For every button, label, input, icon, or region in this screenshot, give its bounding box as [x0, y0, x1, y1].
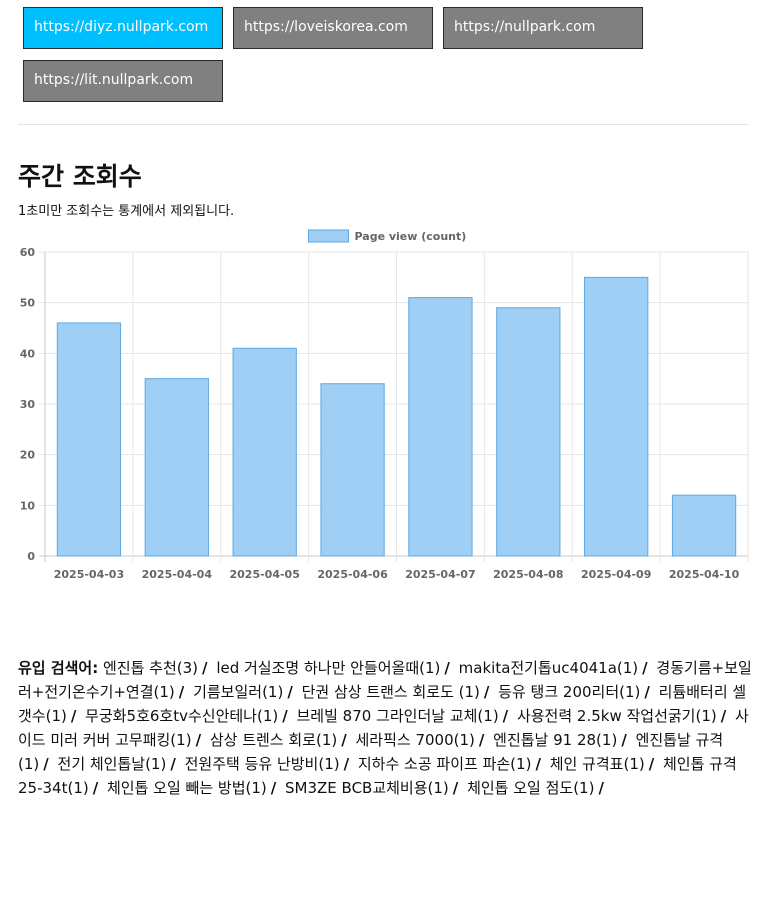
divider	[18, 124, 749, 125]
keyword-item[interactable]: 체인톱 오일 점도(1)	[467, 779, 595, 797]
bar-2025-04-04[interactable]	[144, 378, 209, 557]
keyword-item[interactable]: led 거실조명 하나만 안들어올때(1)	[216, 659, 441, 677]
keyword-item[interactable]: 브레빌 870 그라인더날 교체(1)	[296, 707, 499, 725]
keyword-item[interactable]: 무궁화5호6호tv수신안테나(1)	[85, 707, 279, 725]
legend-label[interactable]: Page view (count)	[355, 230, 467, 243]
keyword-separator: /	[648, 755, 655, 773]
keyword-separator: /	[642, 659, 648, 677]
x-tick-label: 2025-04-06	[317, 568, 388, 581]
keyword-item[interactable]: 전원주택 등유 난방비(1)	[184, 755, 340, 773]
keyword-separator: /	[92, 779, 99, 797]
y-tick-label: 30	[20, 398, 36, 411]
keyword-item[interactable]: 엔진톱날 91 28(1)	[493, 731, 618, 749]
y-tick-label: 20	[20, 449, 36, 462]
keyword-separator: /	[282, 707, 288, 725]
y-tick-label: 0	[27, 550, 35, 563]
bar-2025-04-06[interactable]	[320, 383, 385, 557]
keyword-separator: /	[621, 731, 627, 749]
keyword-separator: /	[483, 683, 490, 701]
y-tick-label: 10	[20, 499, 36, 512]
keyword-separator: /	[502, 707, 509, 725]
x-tick-label: 2025-04-10	[669, 568, 740, 581]
keyword-separator: /	[70, 707, 77, 725]
keyword-item[interactable]: 리튬배터리 셀 갯수(1)	[18, 683, 747, 725]
keyword-item[interactable]: 사용전력 2.5kw 작업선굵기(1)	[516, 707, 717, 725]
bar-2025-04-03[interactable]	[56, 322, 122, 557]
keyword-item[interactable]: 경동기름+보일러+전기온수기+연결(1)	[18, 659, 752, 701]
keyword-separator: /	[287, 683, 293, 701]
keyword-separator: /	[598, 779, 604, 797]
x-tick-label: 2025-04-07	[405, 568, 475, 581]
site-link-loveiskorea[interactable]: https://loveiskorea.com	[233, 7, 433, 49]
keyword-separator: /	[343, 755, 350, 773]
y-tick-label: 50	[20, 297, 36, 310]
inbound-keywords: 유입 검색어: 엔진톱 추천(3) / led 거실조명 하나만 안들어올때(1)…	[18, 656, 753, 800]
site-link-nullpark[interactable]: https://nullpark.com	[443, 7, 643, 49]
x-tick-label: 2025-04-09	[581, 568, 651, 581]
x-tick-label: 2025-04-08	[493, 568, 563, 581]
section-title: 주간 조회수	[18, 162, 142, 191]
keyword-item[interactable]: 전기 체인톱날(1)	[57, 755, 167, 773]
keyword-separator: /	[178, 683, 185, 701]
keyword-item[interactable]: 단권 삼상 트랜스 회로도 (1)	[301, 683, 480, 701]
keyword-item[interactable]: 체인톱 오일 빼는 방법(1)	[106, 779, 267, 797]
keyword-separator: /	[341, 731, 347, 749]
x-tick-label: 2025-04-04	[142, 568, 213, 581]
keyword-item[interactable]: 사이드 미러 커버 고무패킹(1)	[18, 707, 749, 749]
keyword-item[interactable]: 삼상 트렌스 회로(1)	[209, 731, 338, 749]
keyword-separator: /	[478, 731, 485, 749]
keyword-item[interactable]: 체인톱 규격 25-34t(1)	[18, 755, 737, 797]
keyword-item[interactable]: 세라픽스 7000(1)	[355, 731, 475, 749]
keyword-item[interactable]: 엔진톱날 규격(1)	[18, 731, 724, 773]
site-link-lit[interactable]: https://lit.nullpark.com	[23, 60, 223, 102]
keyword-separator: /	[170, 755, 176, 773]
chart-legend[interactable]: Page view (count)	[308, 229, 467, 243]
section-subtitle: 1초미만 조회수는 통계에서 제외됩니다.	[18, 204, 235, 219]
keyword-item[interactable]: 체인 규격표(1)	[549, 755, 645, 773]
keyword-item[interactable]: 엔진톱 추천(3)	[103, 659, 199, 677]
keywords-label: 유입 검색어:	[18, 659, 99, 677]
legend-swatch[interactable]	[308, 229, 349, 243]
chart-axes: 0 10 20 30 40 50 60 2025-04-03 2025-04-04 2025-04…	[20, 246, 740, 581]
keyword-separator: /	[535, 755, 541, 773]
x-tick-label: 2025-04-03	[54, 568, 124, 581]
bar-2025-04-09[interactable]	[584, 276, 649, 557]
keyword-separator: /	[444, 659, 450, 677]
x-tick-label: 2025-04-05	[230, 568, 300, 581]
keyword-separator: /	[452, 779, 459, 797]
keyword-item[interactable]: SM3ZE BCB교체비용(1)	[285, 779, 449, 797]
keyword-separator: /	[270, 779, 277, 797]
keyword-separator: /	[43, 755, 49, 773]
bar-2025-04-08[interactable]	[496, 307, 561, 557]
chart-bars	[56, 276, 737, 557]
keyword-item[interactable]: 지하수 소공 파이프 파손(1)	[357, 755, 532, 773]
keyword-item[interactable]: 등유 탱크 200리터(1)	[498, 683, 641, 701]
weekly-views-chart: 0 10 20 30 40 50 60 2025-04-03 2025-04-04 2025-04…	[20, 229, 749, 581]
keyword-separator: /	[202, 659, 208, 677]
bar-2025-04-07[interactable]	[408, 297, 473, 557]
y-tick-label: 40	[20, 347, 36, 360]
keyword-separator: /	[195, 731, 202, 749]
site-link-diyz[interactable]: https://diyz.nullpark.com	[23, 7, 223, 49]
bar-2025-04-05[interactable]	[232, 347, 297, 557]
y-tick-label: 60	[20, 246, 36, 259]
keyword-separator: /	[720, 707, 727, 725]
keyword-item[interactable]: makita전기톱uc4041a(1)	[458, 659, 639, 677]
keyword-separator: /	[644, 683, 650, 701]
keyword-item[interactable]: 기름보일러(1)	[193, 683, 284, 701]
bar-2025-04-10[interactable]	[671, 494, 737, 557]
